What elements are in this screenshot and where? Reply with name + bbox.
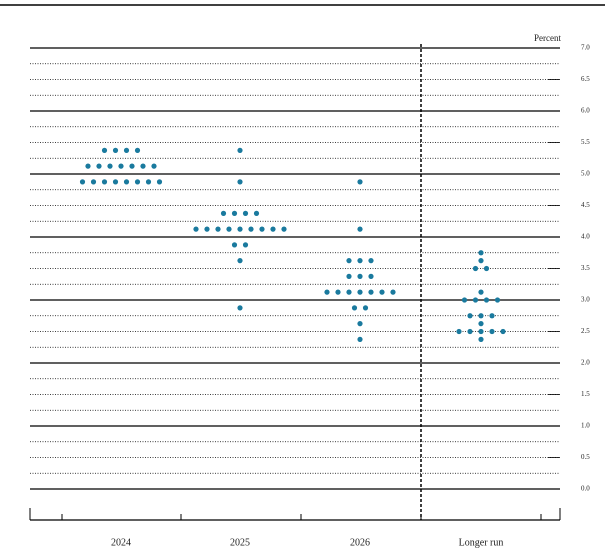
dot [134,147,141,153]
dot [253,210,260,216]
dot [107,163,113,169]
dot [112,147,119,153]
dot [90,179,97,185]
dot [478,328,484,335]
dot [379,289,385,295]
dot [231,242,238,248]
dot [101,179,108,185]
y-tick-label: 3.0 [581,296,590,304]
dot [357,289,363,295]
dot [478,258,484,264]
x-tick-label: 2026 [350,537,370,548]
dot [461,297,468,303]
dot [79,179,86,185]
dot [351,305,358,311]
y-tick-label: 1.0 [581,422,590,430]
dot [346,289,352,295]
dot [346,273,352,279]
dot [237,226,243,232]
dot [357,179,363,185]
dot [500,328,506,335]
dot [259,226,265,232]
dot [204,226,210,232]
axis-label: Percent [534,33,561,43]
dot [129,163,135,169]
y-tick-label: 6.5 [581,75,590,83]
dot [478,289,484,295]
dot [483,265,490,272]
dot [346,258,352,264]
dot [368,289,374,295]
y-tick-label: 7.0 [581,44,590,52]
dot [96,163,102,169]
dot [134,179,141,185]
y-tick-label: 4.5 [581,201,590,209]
dot [226,226,232,232]
dot [231,210,238,216]
y-tick-label: 5.0 [581,170,590,178]
x-tick-label: Longer run [459,537,504,548]
dot [357,321,363,327]
y-tick-label: 4.0 [581,233,590,241]
dot [478,313,484,319]
dot [123,147,130,153]
y-tick-label: 0.0 [581,485,590,493]
dot [357,273,363,279]
dot [237,305,243,311]
dot [478,250,484,256]
dot [118,163,124,169]
dot [368,258,374,264]
dot [151,163,157,169]
dot [270,226,276,232]
y-tick-label: 6.0 [581,107,590,115]
dot [156,179,163,185]
dot [456,328,462,335]
x-axis [29,508,561,521]
dot [357,226,363,232]
dot [489,328,495,335]
dot [193,226,199,232]
dot [478,336,484,342]
dot [237,179,243,185]
dot [242,242,249,248]
dot [101,147,108,153]
dot [145,179,152,185]
dot [324,289,330,295]
dot [123,179,130,185]
y-tick-label: 5.5 [581,138,590,146]
dot [112,179,119,185]
dot [467,313,473,319]
dot [472,265,479,272]
dot [390,289,396,295]
dot [494,297,501,303]
dot [85,163,91,169]
dot [357,336,363,342]
dot [248,226,254,232]
dot [242,210,249,216]
x-tick-label: 2025 [230,537,250,548]
dot [220,210,227,216]
dot [215,226,221,232]
dot [489,313,495,319]
dot [467,328,473,335]
x-tick-label: 2024 [111,537,131,548]
y-tick-label: 3.5 [581,264,590,272]
dot [357,258,363,264]
dot [237,258,243,264]
dot [368,273,374,279]
dot [335,289,341,295]
y-tick-label: 1.5 [581,390,590,398]
y-tick-label: 2.0 [581,359,590,367]
dot [140,163,146,169]
dot [281,226,287,232]
dot [362,305,369,311]
y-tick-label: 0.5 [581,453,590,461]
dot [237,147,243,153]
dot [478,321,484,327]
dot [483,297,490,303]
y-tick-label: 2.5 [581,327,590,335]
dot [472,297,479,303]
